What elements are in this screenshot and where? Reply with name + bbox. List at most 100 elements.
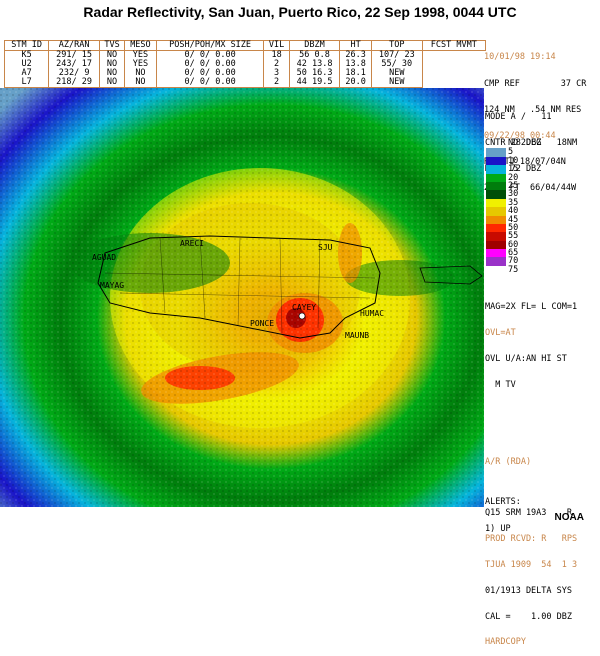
legend-swatch <box>486 165 506 174</box>
tjua-text: TJUA 1909 54 1 3 <box>485 560 578 570</box>
legend-swatch <box>486 249 506 258</box>
legend-swatch <box>486 265 506 275</box>
alert-item[interactable]: 1) UP <box>485 524 511 534</box>
legend-label: 45 <box>508 214 519 225</box>
table-cell: L7 <box>3 78 50 88</box>
table-row[interactable]: K5 291/ 15 NO YES 0/ 0/ 0.00 18 56 0.8 2… <box>3 50 486 60</box>
column-header: VIL <box>263 40 290 51</box>
city-label: AGUAD <box>92 253 116 262</box>
product-range: 124 NM .54 NM RES <box>484 104 582 115</box>
legend-row: 75 <box>486 265 546 275</box>
alerts-label: ALERTS: <box>485 497 521 507</box>
q-text: Q15 SRM 19A3 R <box>485 508 572 519</box>
island-outline <box>97 235 381 339</box>
texture <box>0 88 484 507</box>
credit-label: NOAA <box>554 512 584 523</box>
legend-row: 70 <box>486 256 546 267</box>
table-cell: 18 <box>263 50 290 60</box>
legend-swatch <box>486 198 506 208</box>
legend-row: 45 <box>486 214 546 225</box>
volume-time: 09/22/98 00:44 <box>484 130 556 141</box>
dbzm-value: 56 <box>299 50 310 60</box>
table-cell: NO <box>98 60 126 69</box>
storm-table: STM ID AZ/RAN TVS MESO POSH/POH/MX SIZE … <box>3 40 487 88</box>
table-row[interactable]: U2 243/ 17 NO YES 0/ 0/ 0.00 2 42 13.8 1… <box>3 59 486 69</box>
legend-swatch <box>486 173 506 182</box>
dbzm-value: 44 <box>296 77 307 87</box>
table-cell: 50 16.3 <box>288 68 341 78</box>
legend-row: 60 <box>486 239 546 250</box>
legend-row: 20 <box>486 173 546 183</box>
legend-row: 10 <box>486 156 546 166</box>
table-cell: 2 <box>263 60 290 69</box>
column-header: MESO <box>124 40 157 51</box>
column-header: FCST MVMT <box>421 40 487 51</box>
legend-swatch <box>486 148 506 157</box>
city-label: SJU <box>318 243 333 252</box>
legend-label: 70 <box>508 256 519 267</box>
legend-swatch <box>486 257 506 266</box>
city-label: MAYAG <box>100 281 124 290</box>
table-row[interactable]: A7 232/ 9 NO NO 0/ 0/ 0.00 3 50 16.3 18.… <box>3 68 486 78</box>
legend-swatch <box>486 215 506 224</box>
legend-dbz-label: DBZ <box>526 138 542 148</box>
hardcopy-button[interactable]: HARDCOPY <box>485 637 526 648</box>
ovl-text: OVL=AT <box>485 327 516 338</box>
table-cell: 2 <box>263 78 290 88</box>
legend-row: 15 <box>486 164 546 175</box>
table-cell: A7 <box>3 69 50 78</box>
city-label: CAYEY <box>292 303 316 312</box>
radar-image[interactable]: ARECI AGUAD MAYAG PONCE CAYEY HUMAC MAUN… <box>0 88 484 507</box>
table-cell: K5 <box>3 50 50 60</box>
overlay-info-panel: MAG=2X FL= L COM=1 OVL=AT OVL U/A:AN HI … <box>485 286 600 656</box>
storm-table-header: STM ID AZ/RAN TVS MESO POSH/POH/MX SIZE … <box>3 40 487 51</box>
island-outline <box>419 265 483 285</box>
product-datetime: 10/01/98 19:14 <box>484 52 556 63</box>
city-label: HUMAC <box>360 309 384 318</box>
legend-row: 50 <box>486 223 546 233</box>
table-cell: NO <box>124 78 157 88</box>
legend-label: 60 <box>508 239 519 250</box>
table-cell: 56 0.8 <box>288 50 341 60</box>
table-cell: 0/ 0/ 0.00 <box>155 78 265 88</box>
table-cell: 55/ 30 <box>370 60 423 69</box>
legend-swatch <box>486 190 506 199</box>
legend-label: 55 <box>508 231 519 242</box>
table-cell: 20.0 <box>339 78 372 88</box>
column-header: AZ/RAN <box>48 40 100 51</box>
city-label: ARECI <box>180 239 204 248</box>
ht-value: 13.8 <box>311 59 333 69</box>
legend-header: ND DBZ <box>486 138 546 148</box>
legend-nd-label: ND <box>508 138 519 148</box>
legend-label: 25 <box>508 180 519 191</box>
table-cell: 107/ 23 <box>370 50 423 60</box>
ht-value: 19.5 <box>311 77 333 87</box>
table-cell: 218/ 29 <box>48 78 100 88</box>
color-legend: ND DBZ 5 10 15 20 25 30 35 40 45 50 55 60 65 70 75 <box>486 138 546 275</box>
column-header: STM ID <box>3 40 50 51</box>
alerts-panel: ALERTS: 1) UP <box>485 480 521 543</box>
legend-swatch <box>486 223 506 233</box>
delta-text: 01/1913 DELTA SYS <box>485 585 572 596</box>
column-header: POSH/POH/MX SIZE <box>155 40 265 51</box>
table-cell: NO <box>98 69 126 78</box>
table-row[interactable]: L7 218/ 29 NO NO 0/ 0/ 0.00 2 44 19.5 20… <box>3 77 486 88</box>
legend-row: 40 <box>486 206 546 216</box>
legend-row: 30 <box>486 189 546 200</box>
product-type: CMP REF 37 CR <box>484 78 587 89</box>
radar-display[interactable]: ARECI AGUAD MAYAG PONCE CAYEY HUMAC MAUN… <box>0 88 484 507</box>
radar-site-marker <box>298 312 306 320</box>
legend-label: 30 <box>508 189 519 200</box>
legend-swatch <box>486 232 506 241</box>
column-header: TVS <box>98 40 126 51</box>
table-cell: NEW <box>370 69 423 78</box>
table-cell: 42 13.8 <box>288 59 341 69</box>
municipal-boundaries <box>104 235 376 334</box>
legend-swatch <box>486 240 506 250</box>
ht-value: 16.3 <box>311 68 333 78</box>
legend-label: 15 <box>508 164 519 175</box>
legend-row: 65 <box>486 248 546 258</box>
dbzm-value: 50 <box>296 68 307 78</box>
city-label: MAUNB <box>345 331 369 340</box>
mode-text: MODE A / 11 <box>485 112 552 123</box>
